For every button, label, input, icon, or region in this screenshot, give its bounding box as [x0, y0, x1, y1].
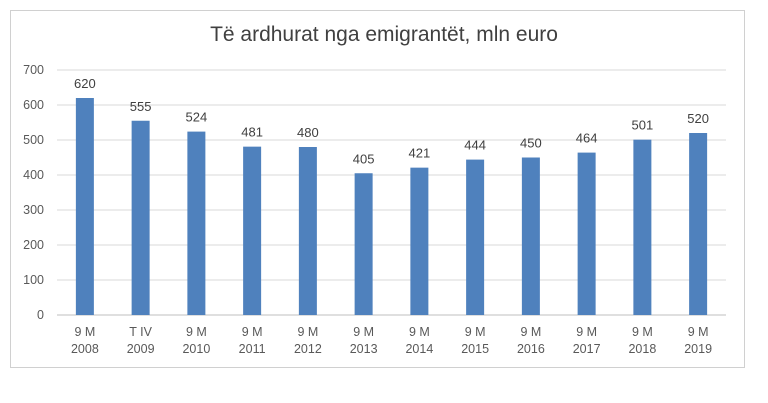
- y-tick-label: 700: [23, 63, 44, 77]
- bar: [466, 159, 485, 315]
- y-tick-label: 300: [23, 203, 44, 217]
- y-tick-label: 400: [23, 168, 44, 182]
- data-label: 524: [186, 110, 208, 125]
- bar: [354, 173, 373, 315]
- data-label: 405: [353, 151, 375, 166]
- x-tick-label: 2011: [239, 342, 266, 356]
- data-label: 464: [576, 131, 598, 146]
- x-tick-label: 2010: [182, 342, 210, 356]
- x-tick-label: 2015: [461, 342, 489, 356]
- bar: [243, 146, 262, 315]
- y-tick-label: 200: [23, 238, 44, 252]
- data-label: 444: [464, 138, 486, 153]
- bar: [187, 131, 206, 315]
- x-tick-label: 2012: [294, 342, 322, 356]
- bar: [521, 157, 540, 315]
- x-tick-label: 2013: [350, 342, 378, 356]
- x-tick-label: 9 M: [465, 325, 486, 339]
- x-tick-label: 9 M: [242, 325, 263, 339]
- x-tick-label: 9 M: [74, 325, 95, 339]
- bar: [633, 139, 652, 315]
- x-tick-label: 9 M: [186, 325, 207, 339]
- x-tick-label: 2017: [573, 342, 601, 356]
- x-tick-label: 9 M: [409, 325, 430, 339]
- data-label: 421: [409, 146, 431, 161]
- x-tick-label: 9 M: [520, 325, 541, 339]
- x-tick-label: 2008: [71, 342, 99, 356]
- y-tick-label: 500: [23, 133, 44, 147]
- bar: [298, 147, 317, 315]
- bar: [577, 152, 596, 315]
- x-tick-label: 9 M: [297, 325, 318, 339]
- x-tick-label: 9 M: [632, 325, 653, 339]
- y-tick-label: 0: [37, 308, 44, 322]
- x-tick-label: T IV: [129, 325, 152, 339]
- data-label: 520: [687, 111, 709, 126]
- bar: [131, 120, 150, 315]
- x-tick-label: 2009: [127, 342, 155, 356]
- data-label: 450: [520, 136, 542, 151]
- bar: [410, 167, 429, 315]
- data-label: 501: [632, 118, 654, 133]
- data-label: 480: [297, 125, 319, 140]
- bar: [689, 133, 708, 315]
- x-tick-label: 2014: [405, 342, 433, 356]
- data-label: 555: [130, 99, 152, 114]
- bar: [75, 98, 94, 315]
- x-tick-label: 9 M: [576, 325, 597, 339]
- data-label: 481: [241, 125, 263, 140]
- chart-title: Të ardhurat nga emigrantët, mln euro: [210, 23, 558, 46]
- x-tick-label: 2019: [684, 342, 712, 356]
- y-tick-label: 100: [23, 273, 44, 287]
- x-tick-label: 9 M: [688, 325, 709, 339]
- x-tick-label: 9 M: [353, 325, 374, 339]
- y-tick-label: 600: [23, 98, 44, 112]
- data-label: 620: [74, 76, 96, 91]
- x-tick-label: 2016: [517, 342, 545, 356]
- x-tick-label: 2018: [628, 342, 656, 356]
